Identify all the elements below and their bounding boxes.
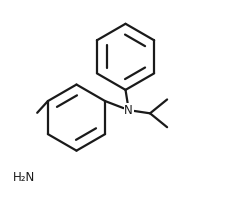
Text: N: N: [124, 104, 133, 117]
Text: H₂N: H₂N: [13, 171, 35, 184]
